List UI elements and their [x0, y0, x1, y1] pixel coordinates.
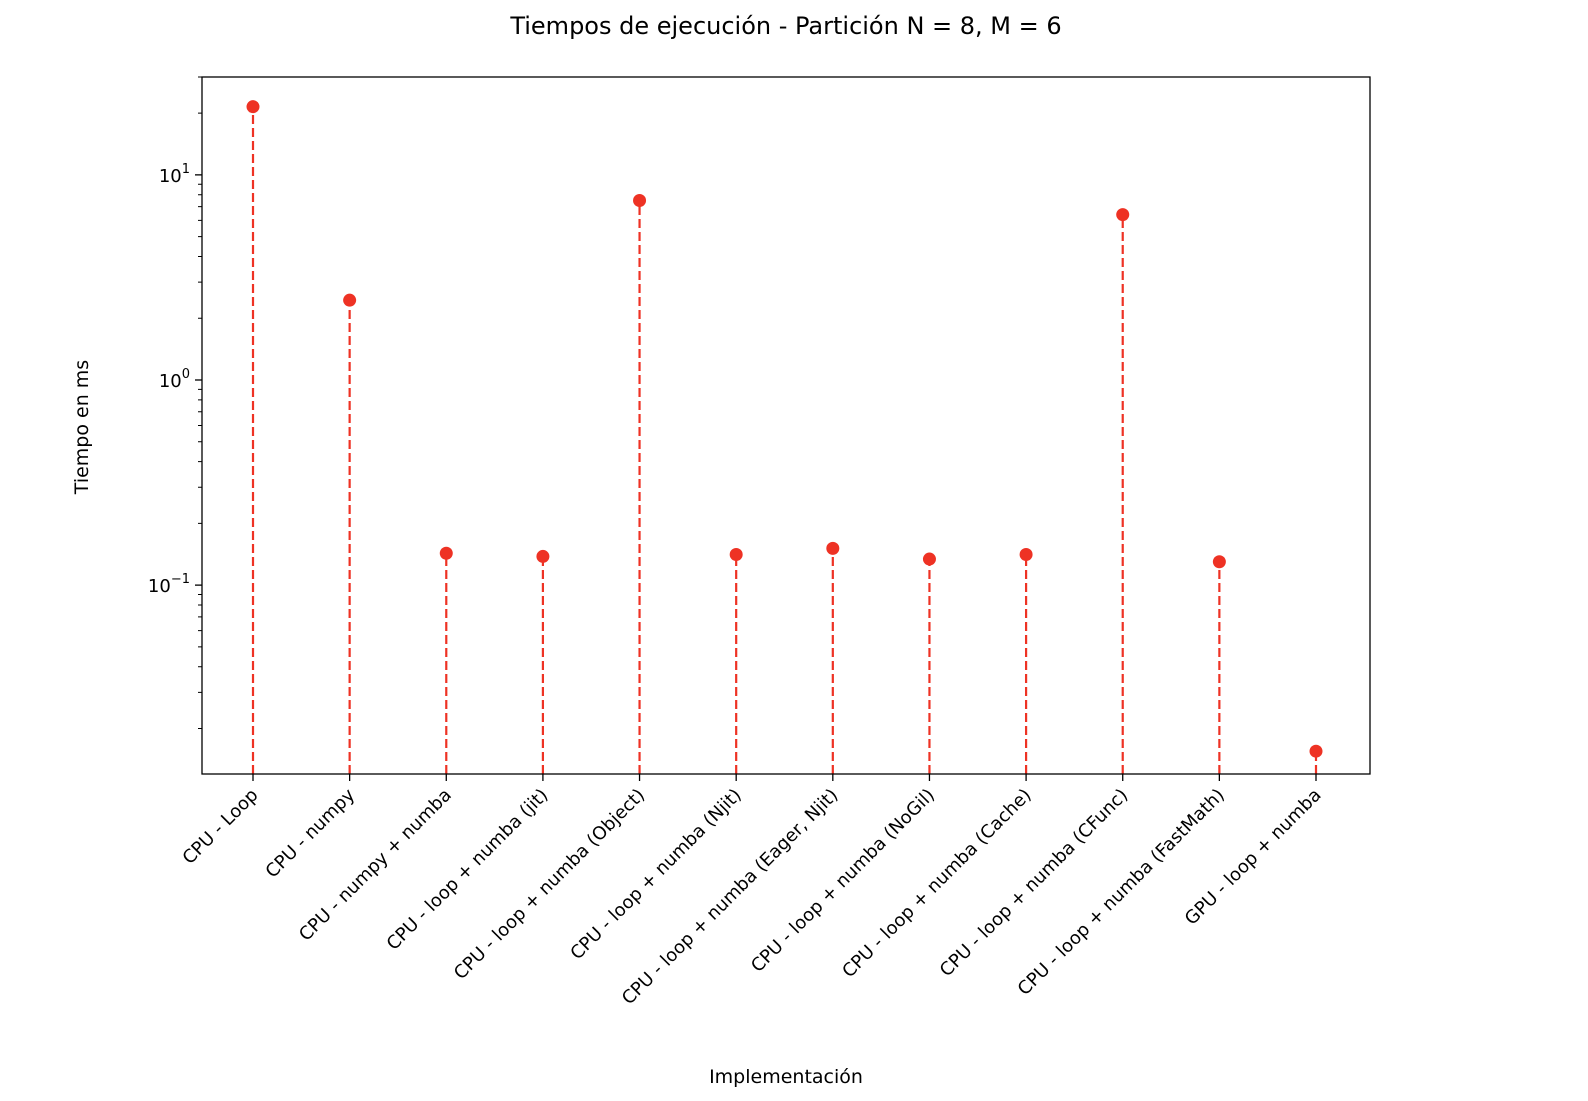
y-tick-label: 101: [159, 162, 190, 187]
y-tick-label: 10−1: [148, 572, 190, 597]
stem-marker: [439, 546, 453, 560]
stem-marker: [1116, 208, 1130, 222]
stem-marker: [729, 548, 743, 562]
x-tick-label: CPU - loop + numba (FastMath): [1014, 785, 1229, 1000]
stem-marker: [1019, 548, 1033, 562]
x-tick-label: CPU - loop + numba (Cache): [838, 785, 1035, 982]
stem-marker: [246, 100, 260, 114]
x-tick-label: CPU - loop + numba (CFunc): [936, 785, 1132, 981]
chart-title: Tiempos de ejecución - Partición N = 8, …: [509, 12, 1061, 40]
marks-layer: [246, 100, 1323, 774]
y-tick-label-exponent: 0: [182, 367, 190, 382]
y-tick-label-base: 10: [159, 371, 182, 392]
y-tick-label-base: 10: [159, 166, 182, 187]
x-tick-label: CPU - loop + numba (jit): [383, 785, 553, 955]
stem-marker: [536, 549, 550, 563]
stem-marker: [343, 293, 357, 307]
y-tick-label: 100: [159, 367, 190, 392]
stem-marker: [922, 552, 936, 566]
plot-area-frame: [201, 76, 1371, 775]
y-tick-label-base: 10: [148, 576, 171, 597]
y-tick-label-exponent: −1: [171, 572, 190, 587]
stem-marker: [633, 193, 647, 207]
x-tick-label: CPU - numpy: [262, 784, 360, 882]
stem-marker: [1212, 555, 1226, 569]
x-tick-label: CPU - loop + numba (Object): [450, 785, 649, 984]
x-tick-label: CPU - loop + numba (Njit): [566, 785, 745, 964]
x-tick-label: CPU - loop + numba (Eager, Njit): [618, 785, 842, 1009]
stem-marker: [1309, 744, 1323, 758]
y-axis-label: Tiempo en ms: [71, 360, 93, 495]
y-tick-label-exponent: 1: [182, 162, 190, 177]
x-tick-label: CPU - loop + numba (NoGil): [747, 785, 939, 977]
x-tick-label: CPU - Loop: [179, 785, 263, 869]
stem-marker: [826, 541, 840, 555]
x-axis-label: Implementación: [709, 1066, 863, 1088]
